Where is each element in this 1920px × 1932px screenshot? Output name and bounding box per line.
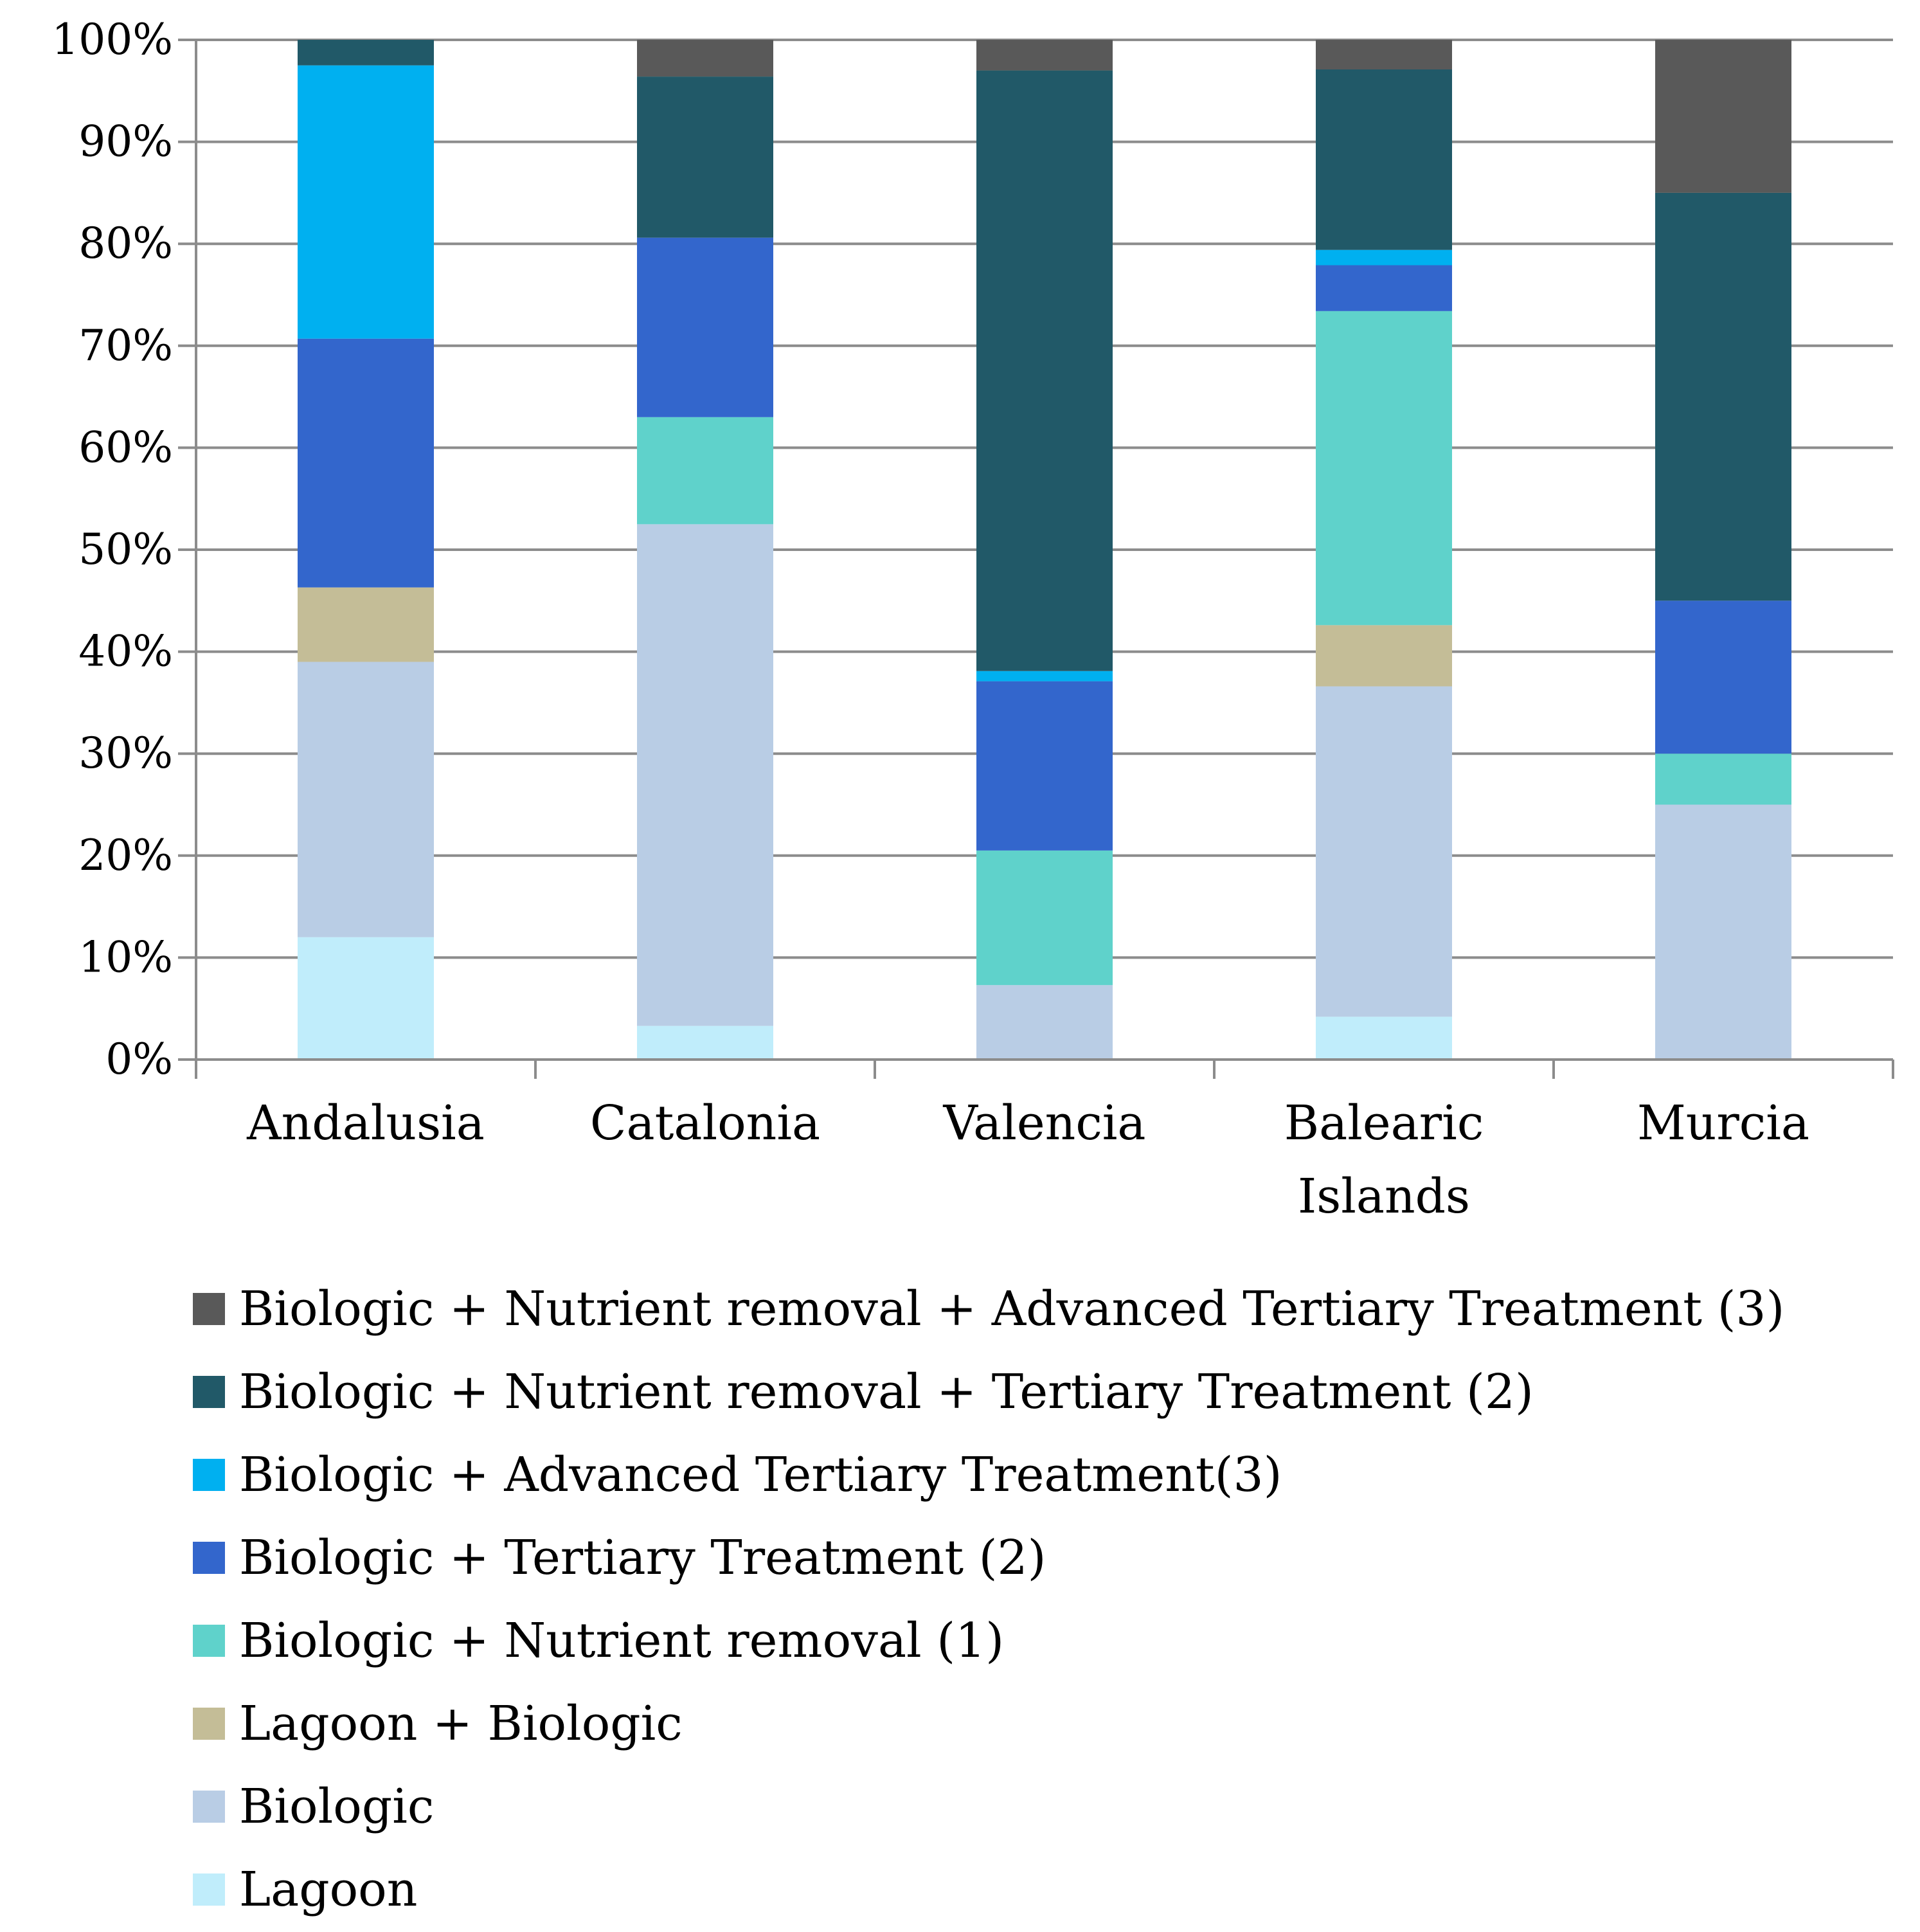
x-tick-label-andalusia: Andalusia xyxy=(246,1096,485,1151)
bar-valencia-biologic xyxy=(976,985,1113,1060)
y-tick-label: 40% xyxy=(78,627,173,676)
y-tick-label: 60% xyxy=(78,422,173,472)
legend-label-biologic-nutrient-removal-tertiary-treatment-2: Biologic + Nutrient removal + Tertiary T… xyxy=(239,1364,1534,1420)
y-tick-label: 30% xyxy=(78,728,173,778)
bars xyxy=(298,40,1791,1060)
y-tick-label: 50% xyxy=(78,525,173,574)
bar-balearic-islands-biologic xyxy=(1316,686,1452,1017)
y-tick-label: 70% xyxy=(78,321,173,370)
legend-swatch-biologic-nutrient-removal-advanced-tertiary-treatment-3 xyxy=(193,1293,225,1325)
bar-balearic-islands-lagoon xyxy=(1316,1016,1452,1060)
bar-murcia-biologic-tertiary-treatment-2 xyxy=(1655,600,1791,754)
bar-murcia-biologic-nutrient-removal-advanced-tertiary-treatment-3 xyxy=(1655,40,1791,193)
bar-balearic-islands-lagoon-biologic xyxy=(1316,625,1452,687)
bar-valencia-biologic-nutrient-removal-1 xyxy=(976,850,1113,986)
bar-balearic-islands-biologic-advanced-tertiary-treatment-3 xyxy=(1316,249,1452,266)
bar-valencia-biologic-tertiary-treatment-2 xyxy=(976,681,1113,851)
y-tick-label: 0% xyxy=(105,1034,173,1084)
legend-swatch-biologic-nutrient-removal-tertiary-treatment-2 xyxy=(193,1376,225,1408)
x-tick-label-balearic-islands: Balearic Islands xyxy=(1284,1096,1484,1224)
bar-murcia-biologic xyxy=(1655,804,1791,1060)
bar-valencia-biologic-nutrient-removal-tertiary-treatment-2 xyxy=(976,70,1113,671)
bar-valencia-biologic-advanced-tertiary-treatment-3 xyxy=(976,671,1113,682)
bar-valencia-biologic-nutrient-removal-advanced-tertiary-treatment-3 xyxy=(976,40,1113,71)
bar-andalusia-lagoon xyxy=(298,937,434,1060)
bar-catalonia-biologic-tertiary-treatment-2 xyxy=(637,237,773,417)
legend-label-lagoon-biologic: Lagoon + Biologic xyxy=(239,1696,683,1751)
legend-swatch-biologic-tertiary-treatment-2 xyxy=(193,1542,225,1574)
bar-andalusia-biologic-advanced-tertiary-treatment-3 xyxy=(298,65,434,339)
legend-swatch-biologic-nutrient-removal-1 xyxy=(193,1625,225,1657)
x-axis-tick-labels: Andalusia Catalonia Valencia Balearic Island… xyxy=(246,1096,1809,1224)
bar-balearic-islands-biologic-nutrient-removal-advanced-tertiary-treatment-3 xyxy=(1316,40,1452,69)
bar-catalonia-biologic-nutrient-removal-1 xyxy=(637,417,773,525)
legend-label-biologic: Biologic xyxy=(239,1779,434,1834)
legend-swatch-biologic xyxy=(193,1791,225,1823)
legend-label-biologic-nutrient-removal-1: Biologic + Nutrient removal (1) xyxy=(239,1613,1004,1668)
y-tick-label: 20% xyxy=(78,831,173,880)
y-tick-label: 80% xyxy=(78,219,173,268)
x-tick-label-murcia: Murcia xyxy=(1637,1096,1809,1151)
legend-label-lagoon: Lagoon xyxy=(239,1862,417,1917)
bar-balearic-islands-biologic-nutrient-removal-tertiary-treatment-2 xyxy=(1316,69,1452,250)
y-tick-label: 10% xyxy=(78,932,173,982)
bar-murcia-biologic-nutrient-removal-1 xyxy=(1655,754,1791,805)
bar-catalonia-biologic xyxy=(637,524,773,1026)
legend: Biologic + Nutrient removal + Advanced T… xyxy=(193,1281,1784,1917)
legend-label-biologic-tertiary-treatment-2: Biologic + Tertiary Treatment (2) xyxy=(239,1530,1046,1585)
bar-andalusia-biologic-tertiary-treatment-2 xyxy=(298,338,434,588)
legend-swatch-biologic-advanced-tertiary-treatment-3 xyxy=(193,1459,225,1491)
bar-andalusia-biologic xyxy=(298,662,434,937)
legend-label-biologic-advanced-tertiary-treatment-3: Biologic + Advanced Tertiary Treatment(3… xyxy=(239,1447,1282,1503)
axes xyxy=(178,39,1894,1079)
x-tick-label-valencia: Valencia xyxy=(942,1096,1145,1151)
bar-andalusia-lagoon-biologic xyxy=(298,587,434,662)
y-tick-label: 100% xyxy=(51,15,173,64)
bar-andalusia-biologic-nutrient-removal-tertiary-treatment-2 xyxy=(298,40,434,66)
bar-balearic-islands-biologic-tertiary-treatment-2 xyxy=(1316,265,1452,311)
y-tick-label: 90% xyxy=(78,117,173,167)
legend-label-biologic-nutrient-removal-advanced-tertiary-treatment-3: Biologic + Nutrient removal + Advanced T… xyxy=(239,1281,1784,1337)
bar-catalonia-biologic-nutrient-removal-tertiary-treatment-2 xyxy=(637,77,773,238)
bar-murcia-biologic-nutrient-removal-tertiary-treatment-2 xyxy=(1655,192,1791,601)
bar-balearic-islands-biologic-nutrient-removal-1 xyxy=(1316,311,1452,626)
y-axis-tick-labels: 0% 10% 20% 30% 40% 50% 60% 70% 80% 90% 100% xyxy=(51,15,173,1084)
bar-catalonia-lagoon xyxy=(637,1025,773,1060)
x-tick-label-catalonia: Catalonia xyxy=(590,1096,820,1151)
legend-swatch-lagoon xyxy=(193,1873,225,1906)
bar-catalonia-biologic-nutrient-removal-advanced-tertiary-treatment-3 xyxy=(637,40,773,77)
legend-swatch-lagoon-biologic xyxy=(193,1708,225,1740)
